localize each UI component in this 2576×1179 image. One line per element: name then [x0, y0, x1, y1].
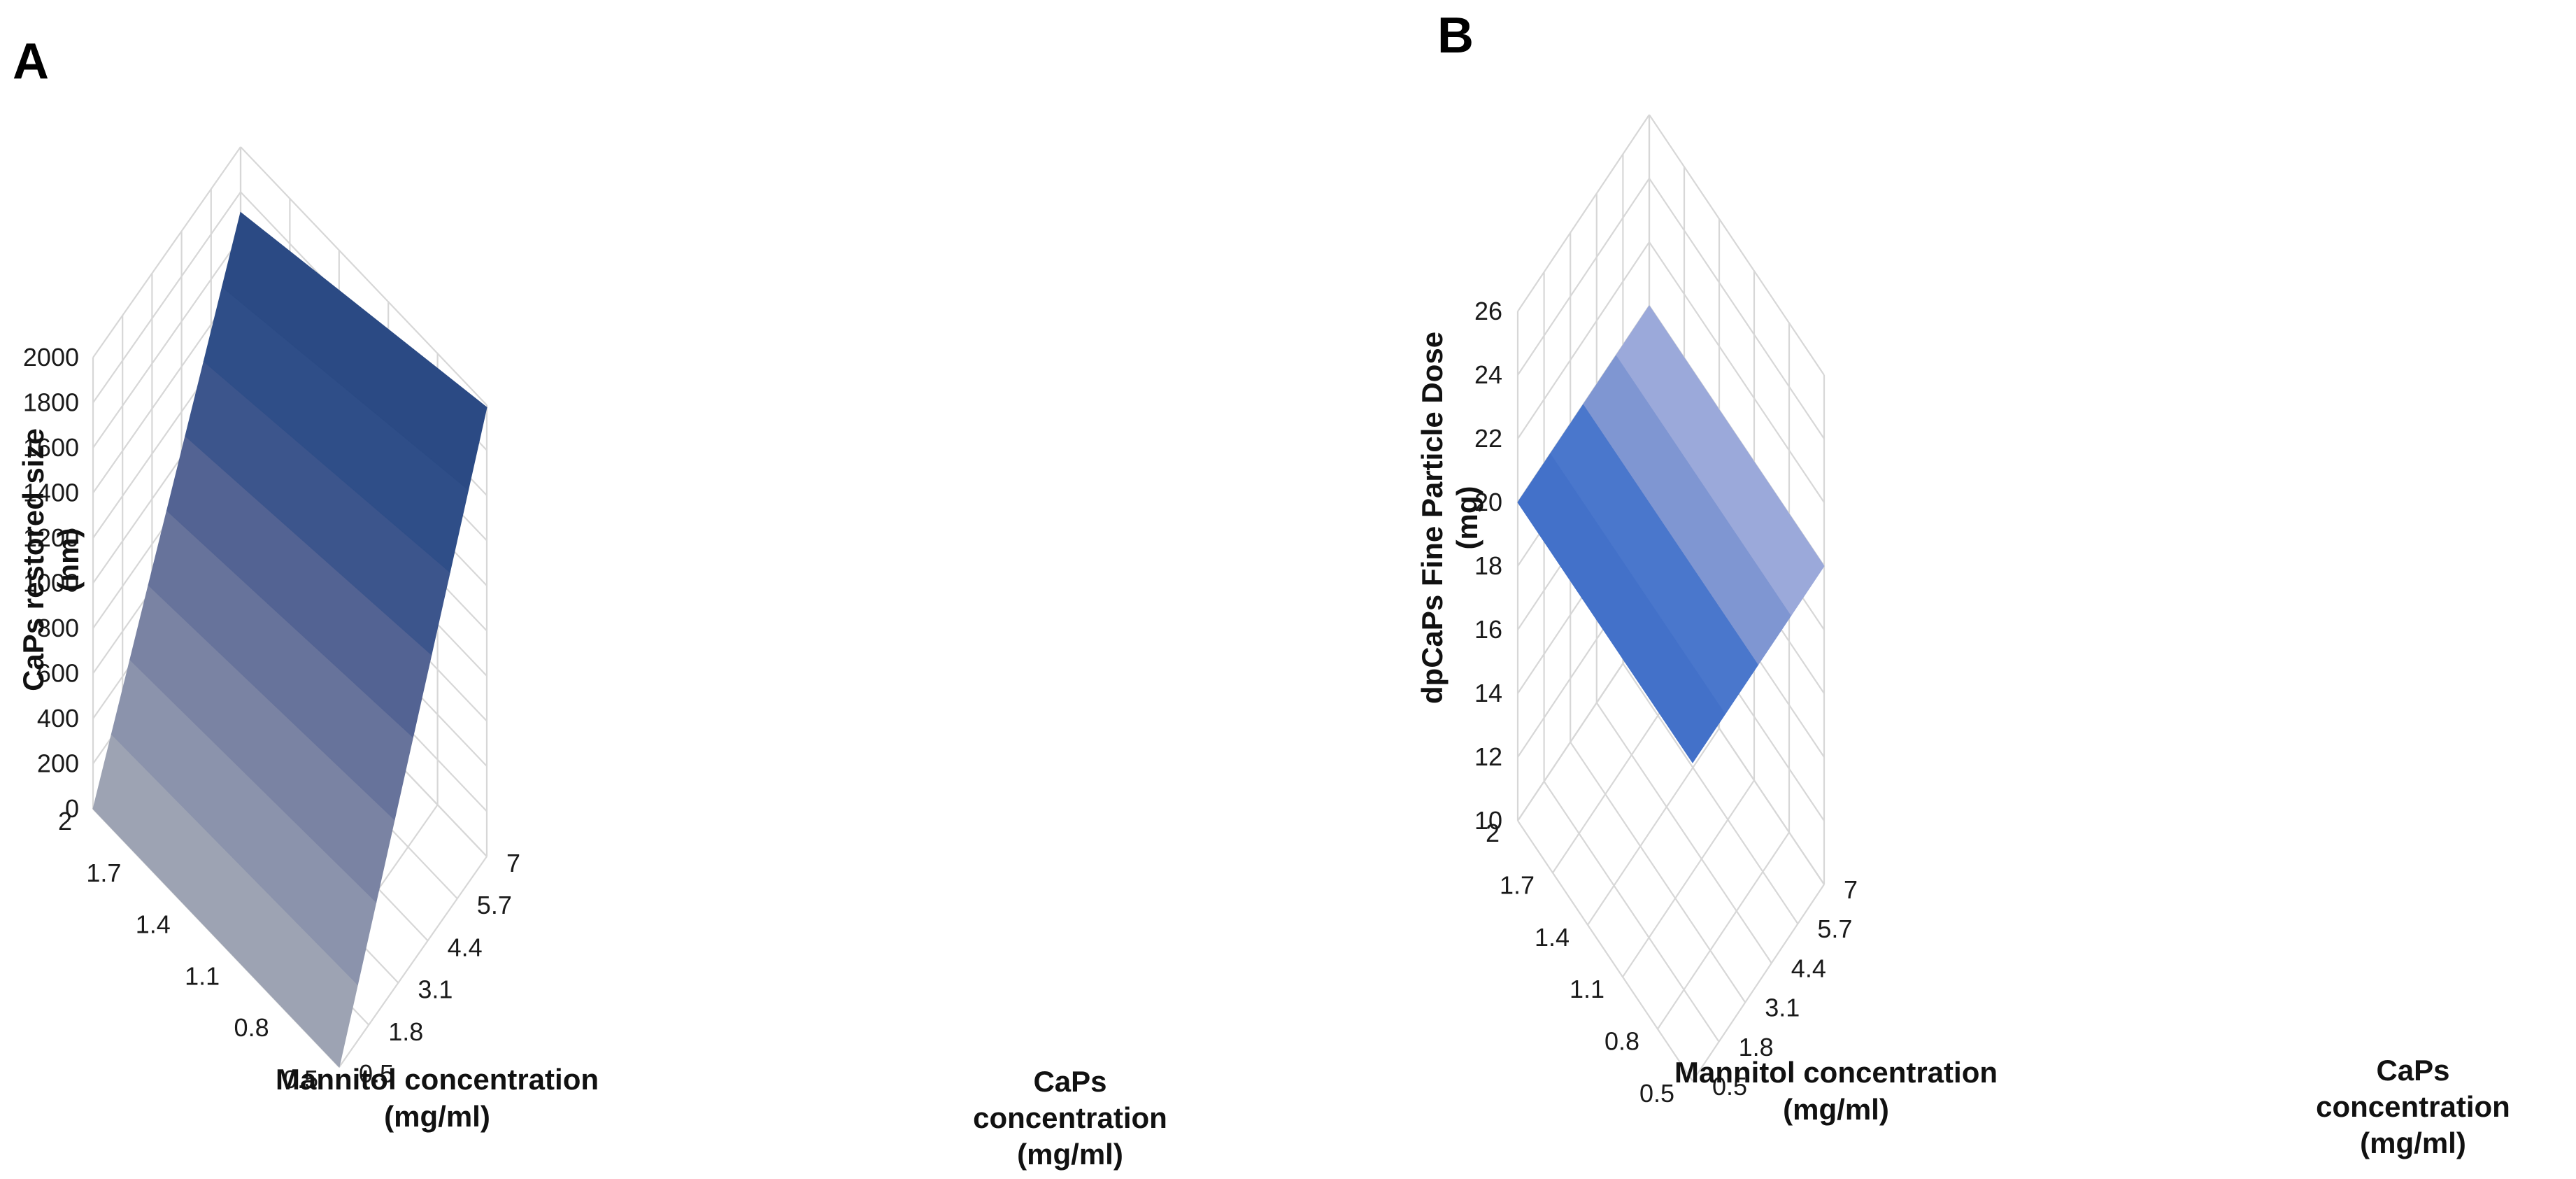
floor-grid-line-caps-2: [1570, 741, 1746, 1003]
panel-a-y-title-line2: concentration: [973, 1101, 1167, 1134]
panel-a-label: A: [13, 34, 49, 90]
y-tick-label: 0.5: [359, 1059, 394, 1088]
x-tick-label: 1.4: [136, 910, 171, 939]
floor-grid-line-caps-0: [1517, 820, 1693, 1082]
z-tick-label: 600: [37, 659, 79, 688]
z-tick-label: 1200: [23, 523, 79, 552]
x-tick-label: 2: [1486, 819, 1500, 847]
z-tick-label: 1800: [23, 388, 79, 417]
panel-b-x-ticks: 21.71.41.10.80.5: [1486, 819, 1674, 1108]
right-wall-horizontal-10: [240, 146, 488, 406]
z-tick-label: 400: [37, 704, 79, 733]
panel-a-x-ticks: 2 1.7 1.4 1.1 0.8 0.5: [58, 807, 318, 1094]
panel-a: A 0200400600800100012001400160018002000 …: [13, 34, 1167, 1171]
panel-b-z-ticks: 10 12 14 16 18 20 22 24 26: [1474, 297, 1502, 835]
floor-grid-line-caps-4: [1622, 663, 1799, 924]
panel-a-x-title-line2: (mg/ml): [384, 1100, 490, 1133]
panel-b-label: B: [1437, 8, 1474, 64]
z-tick-label: 200: [37, 749, 79, 778]
left-wall-horizontal-9: [92, 191, 241, 404]
surface-band-3: [1616, 305, 1825, 616]
z-tick-label: 0: [65, 794, 79, 823]
floor-grid-line-mannitol-5: [1692, 884, 1825, 1082]
floor-grid-line-mannitol-4: [1657, 831, 1790, 1030]
left-wall-horizontal-8: [92, 236, 241, 449]
panel-a-z-title-line1: CaPs restored size: [17, 428, 50, 691]
panel-a-y-ticks: 0.5 1.8 3.1 4.4 5.7 7: [359, 849, 520, 1088]
y-tick-label: 3.1: [418, 975, 453, 1004]
panel-b-y-ticks: 0.5 1.8 3.1 4.4 5.7 7: [1712, 875, 1858, 1101]
x-tick-label: 1.1: [1570, 975, 1604, 1003]
x-tick-label: 1.7: [86, 859, 121, 887]
right-wall-horizontal-7: [1649, 178, 1825, 439]
x-tick-label: 0.5: [1639, 1079, 1674, 1108]
y-tick-label: 0.5: [1712, 1072, 1747, 1101]
panel-b-y-title-line2: concentration: [2316, 1090, 2510, 1123]
panel-b-z-title-line1: dpCaPs Fine Particle Dose: [1416, 332, 1449, 704]
y-tick-label: 5.7: [477, 891, 512, 919]
z-tick-label: 1600: [23, 433, 79, 462]
z-tick-label: 1400: [23, 479, 79, 507]
panel-b-y-title-line1: CaPs: [2376, 1054, 2449, 1087]
x-tick-label: 1.4: [1535, 923, 1570, 952]
z-tick-label: 12: [1474, 742, 1502, 771]
x-tick-label: 1.1: [185, 961, 220, 990]
z-tick-label: 10: [1474, 806, 1502, 835]
x-tick-label: 2: [58, 807, 72, 835]
floor-grid-line-mannitol-5: [339, 856, 488, 1068]
panel-b-z-title-line2: (mg): [1451, 486, 1483, 550]
z-tick-label: 16: [1474, 615, 1502, 644]
left-wall-horizontal-7: [1517, 178, 1650, 376]
z-tick-label: 20: [1474, 488, 1502, 516]
y-tick-label: 4.4: [1791, 954, 1826, 982]
floor-grid-line-caps-1: [1543, 781, 1720, 1043]
y-tick-label: 1.8: [1739, 1033, 1774, 1061]
left-wall-horizontal-10: [92, 146, 241, 358]
panel-b-x-title-line1: Mannitol concentration: [1674, 1056, 1998, 1089]
panel-b-surface: [1517, 305, 1825, 763]
x-tick-label: 0.5: [283, 1065, 318, 1094]
panel-a-y-title-line3: (mg/ml): [1017, 1138, 1123, 1171]
right-wall-horizontal-6: [1649, 241, 1825, 503]
y-tick-label: 7: [1844, 875, 1858, 904]
floor-grid-line-mannitol-3: [1622, 779, 1755, 977]
y-tick-label: 7: [506, 849, 520, 877]
right-wall-horizontal-8: [1649, 114, 1825, 376]
y-tick-label: 3.1: [1765, 994, 1800, 1022]
panel-a-y-title-line1: CaPs: [1033, 1065, 1106, 1098]
left-wall-horizontal-6: [1517, 241, 1650, 439]
x-tick-label: 0.8: [1604, 1027, 1639, 1056]
z-tick-label: 26: [1474, 297, 1502, 325]
z-tick-label: 24: [1474, 360, 1502, 389]
z-tick-label: 14: [1474, 679, 1502, 707]
panel-a-z-ticks: 0 200 400 600 800 1000 1200 1400 1600 1800 2000: [23, 343, 79, 823]
z-tick-label: 18: [1474, 551, 1502, 580]
z-tick-label: 800: [37, 614, 79, 642]
floor-grid-line-mannitol-2: [1587, 728, 1720, 926]
y-tick-label: 1.8: [388, 1017, 423, 1046]
y-tick-label: 4.4: [448, 933, 483, 961]
panel-a-surface: [92, 211, 488, 1068]
floor-grid-line-caps-3: [1595, 702, 1772, 964]
z-tick-label: 2000: [23, 343, 79, 372]
surface-band-7: [222, 211, 488, 491]
z-tick-label: 1000: [23, 569, 79, 598]
panel-b-x-title-line2: (mg/ml): [1783, 1093, 1889, 1126]
left-wall-horizontal-8: [1517, 114, 1650, 312]
x-tick-label: 0.8: [234, 1013, 269, 1042]
panel-a-z-title-line2: (nm): [52, 528, 85, 592]
panel-a-x-title-line1: Mannitol concentration: [276, 1063, 599, 1096]
z-tick-label: 22: [1474, 424, 1502, 453]
panel-b-y-title-line3: (mg/ml): [2360, 1127, 2466, 1159]
x-tick-label: 1.7: [1500, 870, 1535, 899]
y-tick-label: 5.7: [1817, 915, 1852, 943]
